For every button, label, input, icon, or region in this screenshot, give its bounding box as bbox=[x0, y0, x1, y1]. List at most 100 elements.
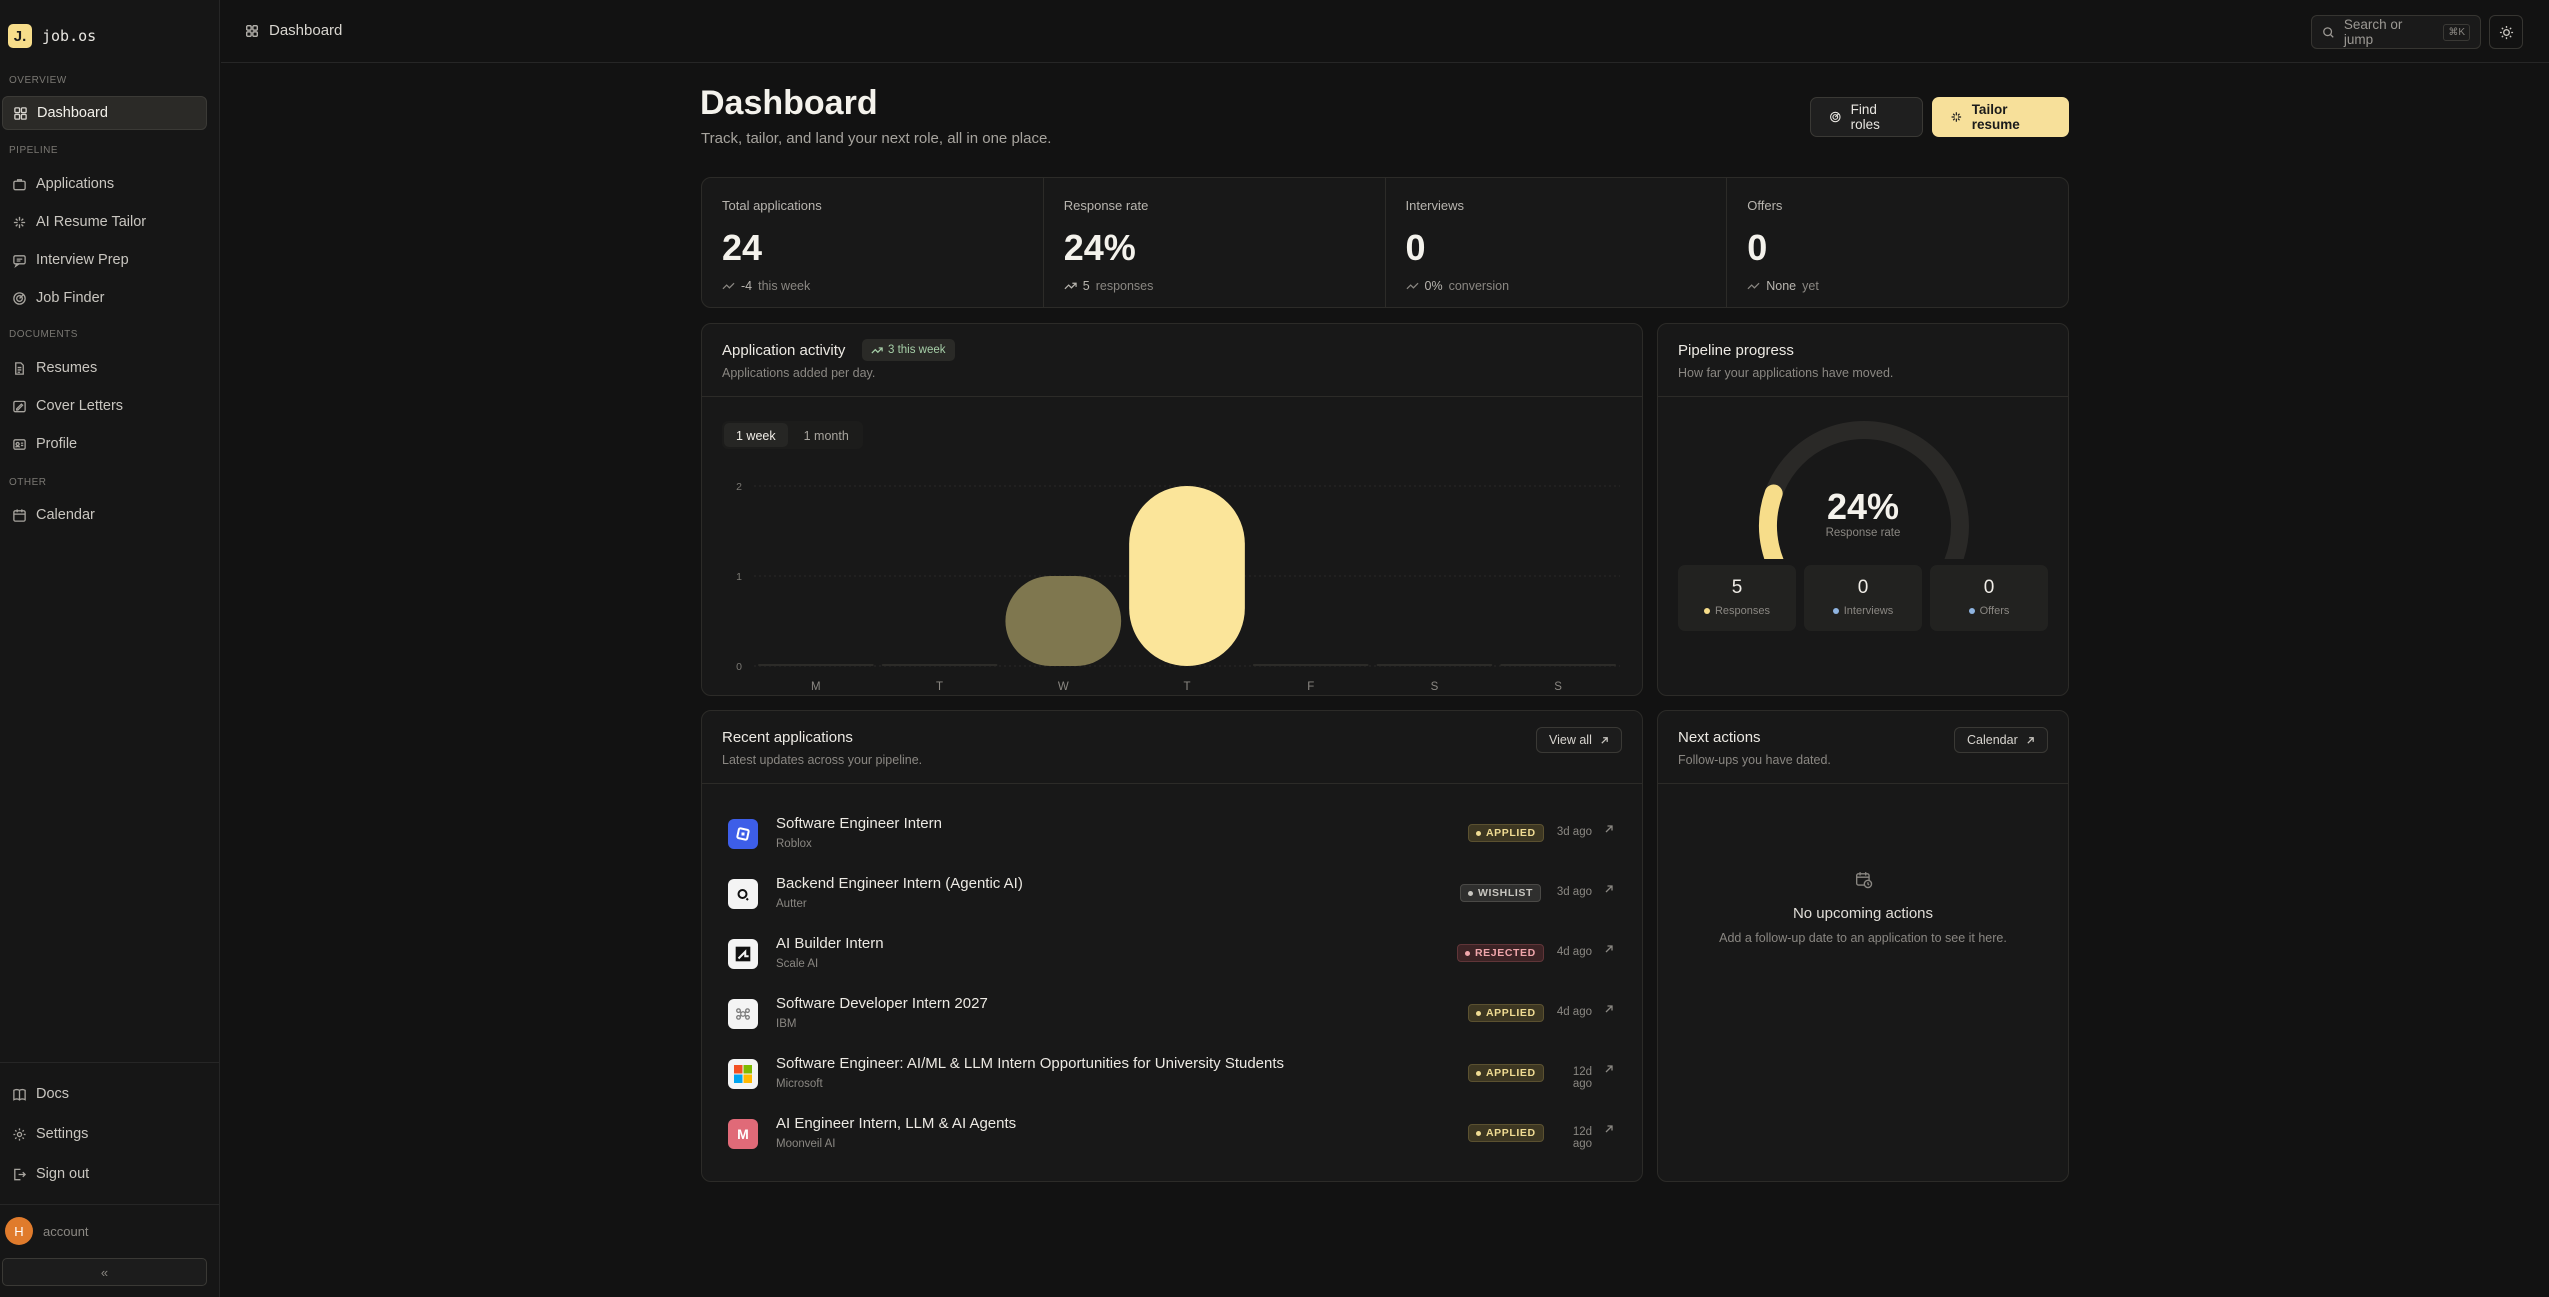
stat-response-rate: Response rate 24% 5 responses bbox=[1044, 178, 1386, 307]
account-menu[interactable]: H account bbox=[5, 1217, 89, 1245]
bar-4[interactable] bbox=[1252, 664, 1369, 666]
roblox-logo-icon bbox=[736, 827, 750, 841]
sidebar-item-label: Resumes bbox=[36, 360, 98, 376]
calendar-button[interactable]: Calendar bbox=[1954, 727, 2048, 753]
recent-applications-card: Recent applications Latest updates acros… bbox=[701, 710, 1643, 1182]
sidebar-item-label: Job Finder bbox=[36, 290, 105, 306]
sidebar-item-calendar[interactable]: Calendar bbox=[2, 498, 207, 532]
status-badge: APPLIED bbox=[1468, 1064, 1544, 1082]
sidebar-item-docs[interactable]: Docs bbox=[2, 1077, 207, 1111]
next-actions-card: Next actions Follow-ups you have dated. … bbox=[1657, 710, 2069, 1182]
bar-6[interactable] bbox=[1500, 664, 1616, 666]
application-title: Software Engineer Intern bbox=[776, 815, 942, 832]
y-tick-label: 1 bbox=[736, 571, 742, 583]
application-time: 12d ago bbox=[1572, 1126, 1592, 1150]
view-all-button[interactable]: View all bbox=[1536, 727, 1622, 753]
bar-1[interactable] bbox=[881, 664, 998, 666]
radar-icon bbox=[1830, 111, 1841, 123]
application-row[interactable]: Software Engineer Intern Roblox APPLIED … bbox=[728, 811, 1624, 855]
book-icon bbox=[13, 1088, 26, 1101]
range-option-month[interactable]: 1 month bbox=[803, 429, 849, 443]
sidebar-item-sign-out[interactable]: Sign out bbox=[2, 1157, 207, 1191]
open-link-icon[interactable] bbox=[1604, 1124, 1614, 1134]
company-logo bbox=[728, 1059, 758, 1089]
stat-offers: Offers 0 None yet bbox=[1727, 178, 2068, 307]
stat-foot: -4 this week bbox=[722, 279, 1023, 293]
bar-2[interactable] bbox=[1005, 576, 1122, 666]
application-time: 4d ago bbox=[1556, 1006, 1592, 1018]
application-activity-card: Application activity 3 this week Applica… bbox=[701, 323, 1643, 696]
breadcrumb: Dashboard bbox=[245, 22, 342, 39]
tailor-resume-button[interactable]: Tailor resume bbox=[1932, 97, 2069, 137]
bar-0[interactable] bbox=[758, 664, 874, 666]
application-time: 3d ago bbox=[1556, 886, 1592, 898]
application-row[interactable]: M AI Engineer Intern, LLM & AI Agents Mo… bbox=[728, 1111, 1624, 1155]
microsoft-logo-icon bbox=[734, 1065, 752, 1083]
card-divider bbox=[702, 783, 1642, 784]
sparkle-icon bbox=[1951, 112, 1962, 122]
company-logo bbox=[728, 999, 758, 1029]
sidebar-item-ai-resume-tailor[interactable]: AI Resume Tailor bbox=[2, 205, 207, 239]
sidebar-item-label: Dashboard bbox=[37, 105, 108, 121]
application-title: AI Engineer Intern, LLM & AI Agents bbox=[776, 1115, 1017, 1132]
application-row[interactable]: Software Developer Intern 2027 IBM APPLI… bbox=[728, 991, 1624, 1035]
application-row[interactable]: Software Engineer: AI/ML & LLM Intern Op… bbox=[728, 1051, 1624, 1095]
open-link-icon[interactable] bbox=[1604, 1064, 1614, 1074]
avatar: H bbox=[5, 1217, 33, 1245]
brand-logo[interactable]: J. job.os bbox=[8, 24, 96, 48]
sidebar-item-interview-prep[interactable]: Interview Prep bbox=[2, 243, 207, 277]
card-title: Application activity bbox=[722, 342, 846, 359]
metric-interviews: 0 Interviews bbox=[1804, 565, 1922, 631]
stat-label: Total applications bbox=[722, 198, 822, 213]
metric-value: 0 bbox=[1857, 577, 1869, 598]
sidebar-item-resumes[interactable]: Resumes bbox=[2, 351, 207, 385]
find-roles-button[interactable]: Find roles bbox=[1810, 97, 1923, 137]
sidebar-divider bbox=[0, 1204, 220, 1205]
document-icon bbox=[15, 361, 24, 375]
application-row[interactable]: AI Builder Intern Scale AI REJECTED 4d a… bbox=[728, 931, 1624, 975]
status-text: REJECTED bbox=[1475, 947, 1536, 959]
open-link-icon[interactable] bbox=[1604, 884, 1614, 894]
section-documents: DOCUMENTS bbox=[9, 329, 78, 340]
theme-toggle-button[interactable] bbox=[2489, 15, 2523, 49]
metric-label-text: Offers bbox=[1979, 605, 2010, 617]
metric-label: Offers bbox=[1930, 605, 2048, 617]
search-icon bbox=[2323, 26, 2334, 38]
company-logo bbox=[728, 819, 758, 849]
card-divider bbox=[702, 396, 1642, 397]
bar-3[interactable] bbox=[1129, 486, 1245, 666]
range-option-week[interactable]: 1 week bbox=[724, 423, 788, 447]
radar-icon bbox=[13, 291, 26, 305]
status-text: APPLIED bbox=[1486, 1007, 1536, 1019]
trend-up-icon bbox=[871, 346, 883, 353]
company-logo bbox=[728, 939, 758, 969]
stat-label: Response rate bbox=[1063, 198, 1149, 213]
sidebar-item-profile[interactable]: Profile bbox=[2, 427, 207, 461]
status-text: WISHLIST bbox=[1478, 887, 1533, 899]
sidebar-item-job-finder[interactable]: Job Finder bbox=[2, 281, 207, 315]
status-text: APPLIED bbox=[1486, 1127, 1536, 1139]
sidebar-item-applications[interactable]: Applications bbox=[2, 167, 207, 201]
sidebar-item-label: Applications bbox=[36, 176, 115, 192]
status-badge: APPLIED bbox=[1468, 824, 1544, 842]
search-input[interactable]: Search or jump ⌘K bbox=[2311, 15, 2481, 49]
sidebar-item-label: Settings bbox=[36, 1126, 89, 1142]
stat-foot: None yet bbox=[1747, 279, 2048, 293]
sidebar-item-settings[interactable]: Settings bbox=[2, 1117, 207, 1151]
sidebar-item-dashboard[interactable]: Dashboard bbox=[2, 96, 207, 130]
open-link-icon[interactable] bbox=[1604, 824, 1614, 834]
calendar-icon bbox=[13, 508, 26, 522]
open-link-icon[interactable] bbox=[1604, 944, 1614, 954]
application-row[interactable]: Backend Engineer Intern (Agentic AI) Aut… bbox=[728, 871, 1624, 915]
stat-total-applications: Total applications 24 -4 this week bbox=[702, 178, 1044, 307]
collapse-sidebar-button[interactable]: « bbox=[2, 1258, 207, 1286]
arrow-up-right-icon bbox=[1601, 736, 1608, 744]
application-time: 12d ago bbox=[1572, 1066, 1592, 1090]
bar-5[interactable] bbox=[1376, 664, 1493, 666]
x-tick-label: T bbox=[1183, 681, 1190, 693]
page-title: Dashboard bbox=[700, 84, 878, 122]
trend-up-icon bbox=[1064, 282, 1077, 290]
sidebar-item-cover-letters[interactable]: Cover Letters bbox=[2, 389, 207, 423]
open-link-icon[interactable] bbox=[1604, 1004, 1614, 1014]
status-badge: REJECTED bbox=[1457, 944, 1544, 962]
